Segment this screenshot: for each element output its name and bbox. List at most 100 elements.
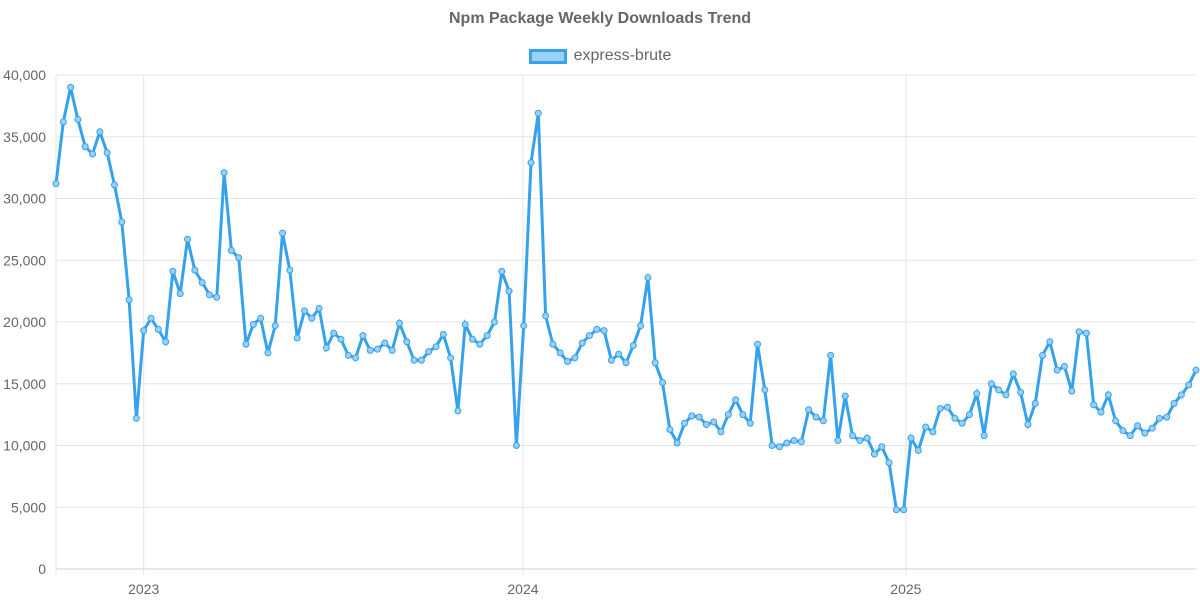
- data-point: [89, 150, 97, 158]
- data-point: [293, 334, 301, 342]
- data-point: [1177, 391, 1185, 399]
- data-point: [907, 434, 915, 442]
- data-point: [125, 296, 133, 304]
- data-point: [235, 254, 243, 262]
- data-point: [849, 432, 857, 440]
- data-point: [249, 320, 257, 328]
- data-point: [352, 354, 360, 362]
- data-point: [191, 266, 199, 274]
- data-point: [344, 351, 352, 359]
- data-point: [1185, 381, 1193, 389]
- data-point: [878, 443, 886, 451]
- data-point: [447, 354, 455, 362]
- data-point: [951, 414, 959, 422]
- y-tick-label: 35,000: [3, 129, 46, 145]
- data-point: [388, 346, 396, 354]
- data-point: [673, 439, 681, 447]
- data-point: [790, 437, 798, 445]
- data-point: [666, 425, 674, 433]
- data-point: [198, 278, 206, 286]
- data-point: [900, 506, 908, 514]
- data-point: [1104, 391, 1112, 399]
- data-point: [403, 338, 411, 346]
- x-tick-label: 2023: [128, 581, 159, 597]
- y-tick-label: 25,000: [3, 252, 46, 268]
- data-point: [469, 335, 477, 343]
- data-point: [1141, 429, 1149, 437]
- y-tick-label: 0: [38, 561, 46, 577]
- data-point: [717, 428, 725, 436]
- data-point: [754, 340, 762, 348]
- data-point: [841, 392, 849, 400]
- data-point: [1119, 427, 1127, 435]
- data-point: [330, 329, 338, 337]
- data-point: [615, 350, 623, 358]
- data-point: [659, 379, 667, 387]
- data-point: [184, 235, 192, 243]
- data-point: [315, 304, 323, 312]
- data-point: [549, 340, 557, 348]
- data-point: [264, 349, 272, 357]
- data-point: [564, 358, 572, 366]
- data-point: [1170, 400, 1178, 408]
- data-point: [607, 356, 615, 364]
- data-point: [637, 322, 645, 330]
- data-point: [381, 339, 389, 347]
- data-point: [885, 459, 893, 467]
- data-point: [147, 314, 155, 322]
- data-point: [746, 419, 754, 427]
- data-point: [1009, 370, 1017, 378]
- data-point: [863, 434, 871, 442]
- data-point: [827, 351, 835, 359]
- data-point: [651, 359, 659, 367]
- data-point: [308, 314, 316, 322]
- data-point: [527, 159, 535, 167]
- data-point: [812, 413, 820, 421]
- legend-label[interactable]: express-brute: [573, 47, 672, 64]
- data-point: [490, 318, 498, 326]
- data-point: [783, 439, 791, 447]
- data-point: [205, 291, 213, 299]
- data-point: [483, 332, 491, 340]
- data-point: [585, 332, 593, 340]
- data-point: [96, 128, 104, 136]
- data-point: [797, 438, 805, 446]
- data-point: [432, 343, 440, 351]
- data-point: [257, 314, 265, 322]
- data-point: [805, 406, 813, 414]
- data-point: [74, 115, 82, 123]
- chart-title: Npm Package Weekly Downloads Trend: [448, 10, 752, 27]
- data-point: [213, 293, 221, 301]
- data-point: [366, 346, 374, 354]
- data-point: [59, 118, 67, 126]
- data-point: [461, 320, 469, 328]
- data-point: [936, 404, 944, 412]
- data-point: [454, 407, 462, 415]
- data-point: [571, 354, 579, 362]
- y-tick-label: 5,000: [11, 499, 46, 515]
- data-point: [505, 287, 513, 295]
- data-point: [227, 246, 235, 254]
- data-point: [286, 266, 294, 274]
- data-point: [439, 330, 447, 338]
- data-point: [220, 169, 228, 177]
- data-point: [242, 340, 250, 348]
- data-point: [476, 340, 484, 348]
- x-tick-label: 2024: [507, 581, 538, 597]
- data-point: [958, 419, 966, 427]
- y-tick-label: 15,000: [3, 376, 46, 392]
- data-point: [542, 312, 550, 320]
- legend: express-brute: [0, 47, 1200, 65]
- data-point: [834, 437, 842, 445]
- data-point: [1090, 401, 1098, 409]
- data-point: [520, 322, 528, 330]
- data-point: [1068, 387, 1076, 395]
- data-point: [944, 403, 952, 411]
- data-point: [140, 327, 148, 335]
- data-point: [1060, 362, 1068, 370]
- data-point: [1155, 414, 1163, 422]
- legend-swatch[interactable]: [528, 48, 567, 64]
- data-point: [118, 218, 126, 226]
- data-point: [761, 386, 769, 394]
